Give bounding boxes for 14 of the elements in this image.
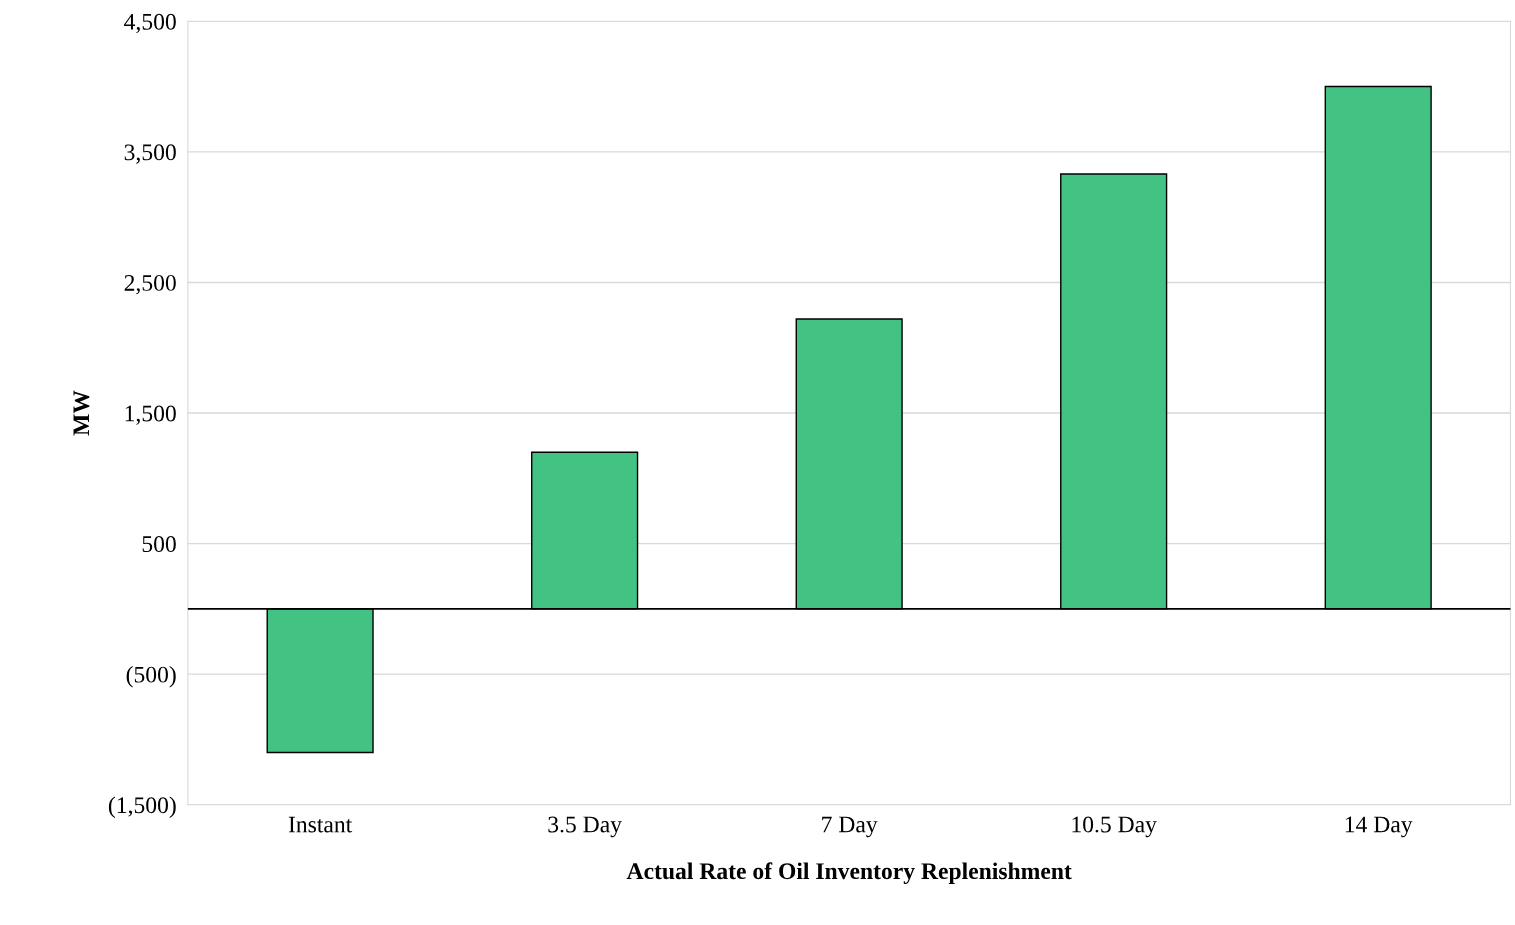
x-tick-label: 3.5 Day: [548, 816, 622, 838]
x-axis-title: Actual Rate of Oil Inventory Replenishment: [626, 862, 1072, 884]
y-tick-label: 1,500: [125, 405, 176, 425]
x-tick-label: Instant: [288, 816, 353, 833]
x-tick-label: 10.5 Day: [1072, 816, 1157, 838]
y-tick-label: 2,500: [124, 274, 176, 295]
y-axis-title: MW: [73, 390, 90, 436]
x-tick-label: 7 Day: [822, 816, 878, 838]
y-tick-label: 500: [142, 536, 176, 553]
y-tick-label: 3,500: [124, 144, 176, 164]
y-tick-label: (500): [126, 665, 176, 688]
y-tick-label: (1,500): [108, 796, 176, 818]
x-tick-label: 14 Day: [1345, 816, 1413, 838]
y-tick-label: 4,500: [124, 13, 176, 34]
